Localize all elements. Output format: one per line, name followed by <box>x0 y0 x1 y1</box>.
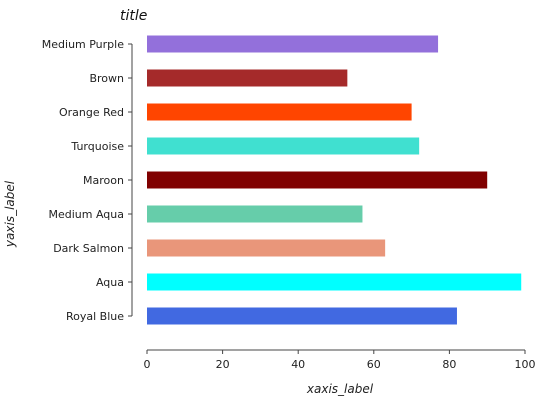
y-tick-label: Dark Salmon <box>53 242 124 255</box>
y-tick-label: Brown <box>89 72 124 85</box>
y-tick-label: Orange Red <box>59 106 124 119</box>
x-axis-ticks: 0 20 40 60 80 100 <box>144 350 536 371</box>
x-tick-label: 100 <box>515 358 536 371</box>
x-tick-label: 60 <box>367 358 381 371</box>
bar-aqua <box>147 273 522 291</box>
bar-medium-purple <box>147 35 439 53</box>
chart-title: title <box>120 8 147 24</box>
bar-medium-aqua <box>147 205 363 223</box>
y-axis-label: yaxis_label <box>3 180 17 248</box>
bar-maroon <box>147 171 488 189</box>
y-tick-label: Turquoise <box>70 140 124 153</box>
y-axis-ticks: Royal Blue Aqua Dark Salmon Medium Aqua Maro… <box>42 38 132 323</box>
bar-royal-blue <box>147 307 457 325</box>
bar-orange-red <box>147 103 412 121</box>
x-tick-label: 40 <box>291 358 305 371</box>
bars-group <box>147 35 522 325</box>
y-tick-label: Royal Blue <box>66 310 124 323</box>
bar-dark-salmon <box>147 239 386 257</box>
x-tick-label: 80 <box>442 358 456 371</box>
bar-brown <box>147 69 348 87</box>
y-tick-label: Maroon <box>83 174 124 187</box>
y-tick-label: Medium Aqua <box>48 208 124 221</box>
x-tick-label: 20 <box>216 358 230 371</box>
bar-turquoise <box>147 137 420 155</box>
y-tick-label: Medium Purple <box>42 38 124 51</box>
x-tick-label: 0 <box>144 358 151 371</box>
y-tick-label: Aqua <box>96 276 124 289</box>
x-axis-label: xaxis_label <box>306 382 374 396</box>
